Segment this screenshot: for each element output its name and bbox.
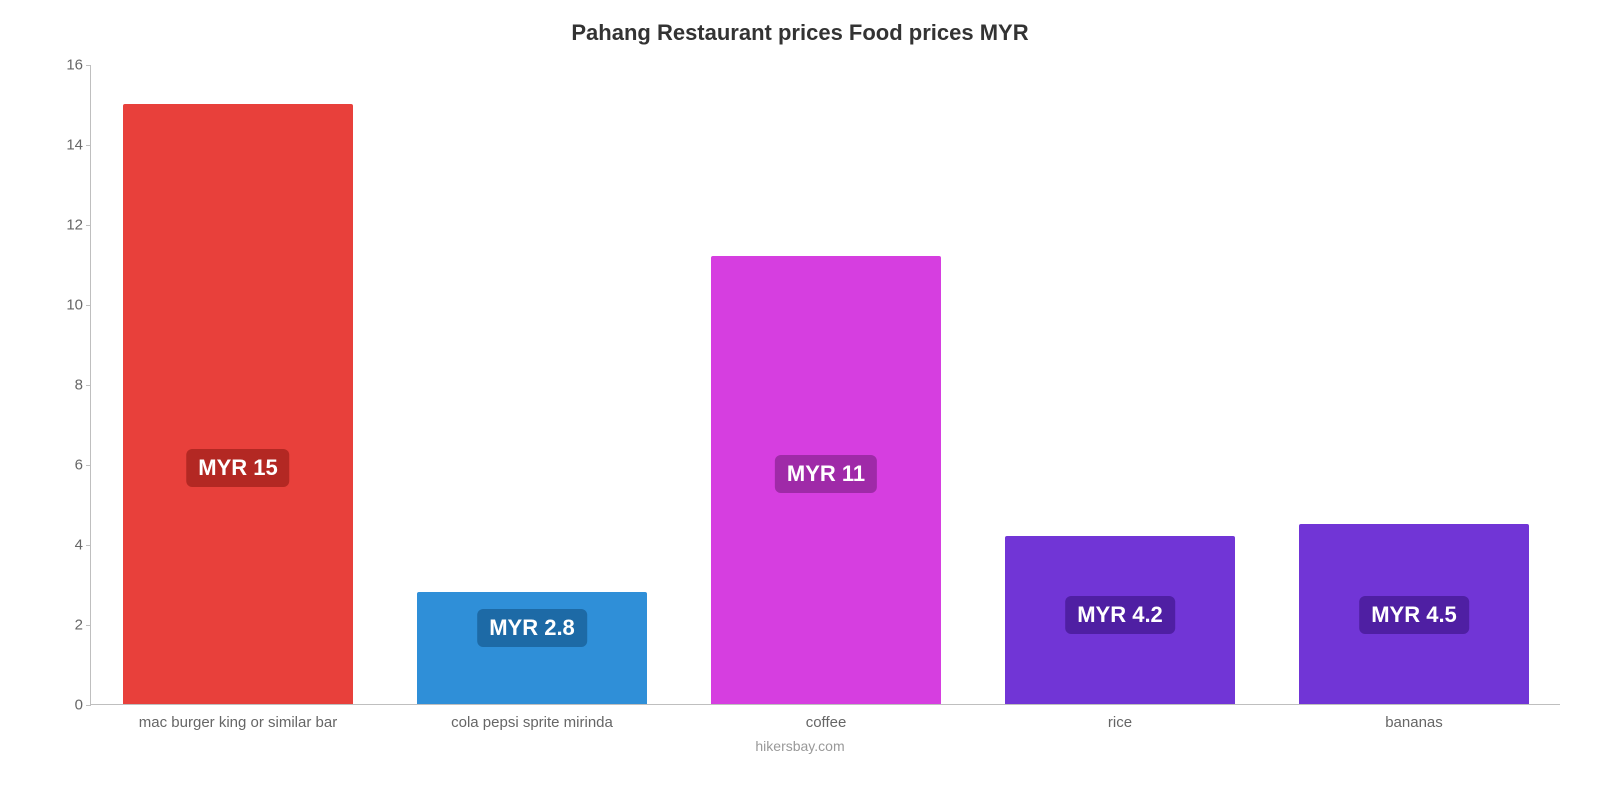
y-tick-label: 4 — [51, 537, 83, 554]
y-tick-label: 8 — [51, 377, 83, 394]
y-tick-label: 16 — [51, 57, 83, 74]
y-tick-label: 0 — [51, 697, 83, 714]
chart-credit: hikersbay.com — [40, 738, 1560, 754]
y-tick-mark — [86, 625, 91, 626]
value-label: MYR 4.2 — [1065, 596, 1175, 634]
chart-title: Pahang Restaurant prices Food prices MYR — [40, 20, 1560, 46]
bar-chart: Pahang Restaurant prices Food prices MYR… — [40, 20, 1560, 760]
value-label: MYR 15 — [186, 449, 289, 487]
y-tick-mark — [86, 305, 91, 306]
y-tick-mark — [86, 225, 91, 226]
x-tick-label: bananas — [1385, 714, 1443, 731]
y-tick-mark — [86, 465, 91, 466]
x-tick-label: rice — [1108, 714, 1132, 731]
x-tick-label: coffee — [806, 714, 847, 731]
y-tick-label: 10 — [51, 297, 83, 314]
y-tick-mark — [86, 65, 91, 66]
y-tick-mark — [86, 145, 91, 146]
value-label: MYR 2.8 — [477, 609, 587, 647]
y-tick-label: 14 — [51, 137, 83, 154]
value-label: MYR 4.5 — [1359, 596, 1469, 634]
y-tick-label: 6 — [51, 457, 83, 474]
y-tick-mark — [86, 705, 91, 706]
value-label: MYR 11 — [775, 455, 877, 493]
bar — [123, 104, 352, 704]
y-tick-mark — [86, 545, 91, 546]
x-tick-label: mac burger king or similar bar — [139, 714, 337, 731]
plot-area: 0246810121416mac burger king or similar … — [90, 65, 1560, 705]
y-tick-label: 12 — [51, 217, 83, 234]
y-tick-label: 2 — [51, 617, 83, 634]
y-tick-mark — [86, 385, 91, 386]
x-tick-label: cola pepsi sprite mirinda — [451, 714, 613, 731]
